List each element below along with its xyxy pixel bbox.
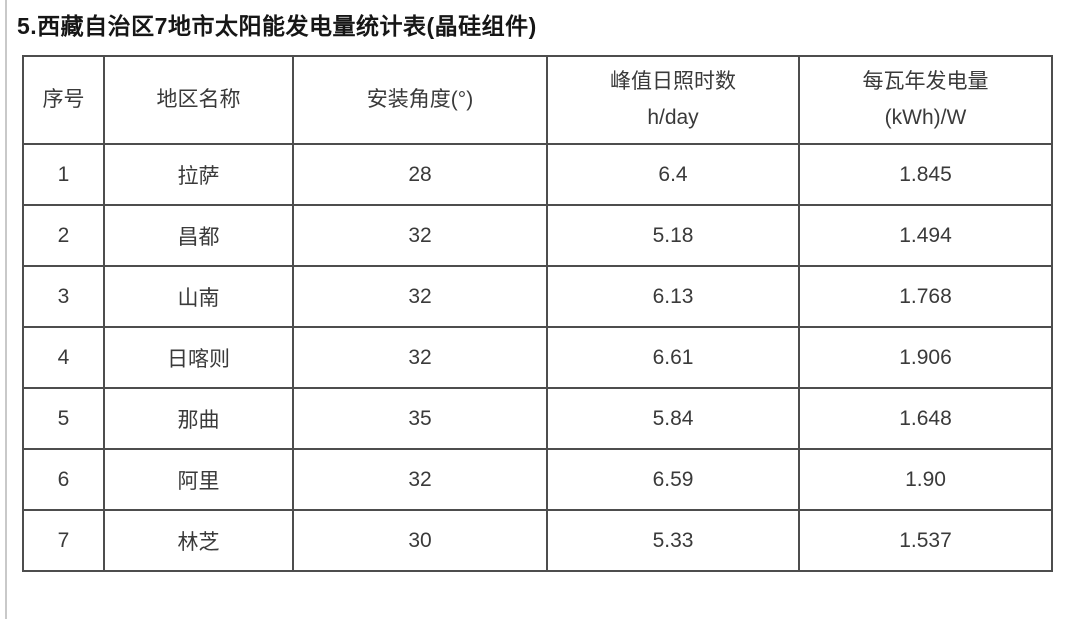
table-row: 2 昌都 32 5.18 1.494 [22, 204, 1053, 267]
cell-angle: 35 [292, 387, 548, 450]
cell-peak-hours: 6.4 [546, 143, 800, 206]
header-region-label: 地区名称 [156, 88, 241, 112]
table-row: 5 那曲 35 5.84 1.648 [22, 387, 1053, 450]
cell-no: 5 [22, 387, 105, 450]
table-row: 3 山南 32 6.13 1.768 [22, 265, 1053, 328]
header-annual-energy-label: 每瓦年发电量 [862, 70, 989, 94]
cell-annual-energy: 1.845 [798, 143, 1053, 206]
cell-angle: 32 [292, 204, 548, 267]
table-row: 6 阿里 32 6.59 1.90 [22, 448, 1053, 511]
cell-no: 2 [22, 204, 105, 267]
cell-no: 4 [22, 326, 105, 389]
cell-annual-energy: 1.537 [798, 509, 1053, 572]
header-annual-energy-unit: (kWh)/W [884, 106, 967, 129]
header-peak-hours-label: 峰值日照时数 [610, 70, 736, 94]
cell-no: 7 [22, 509, 105, 572]
cell-region: 日喀则 [103, 326, 294, 389]
cell-region: 拉萨 [103, 143, 294, 206]
cell-peak-hours: 6.59 [546, 448, 800, 511]
cell-region: 阿里 [103, 448, 294, 511]
cell-peak-hours: 6.13 [546, 265, 800, 328]
header-angle-label: 安装角度(°) [366, 88, 474, 112]
cell-region: 昌都 [103, 204, 294, 267]
cell-angle: 30 [292, 509, 548, 572]
cell-annual-energy: 1.494 [798, 204, 1053, 267]
cell-annual-energy: 1.648 [798, 387, 1053, 450]
table-row: 7 林芝 30 5.33 1.537 [22, 509, 1053, 572]
cell-no: 3 [22, 265, 105, 328]
table-row: 4 日喀则 32 6.61 1.906 [22, 326, 1053, 389]
cell-angle: 32 [292, 448, 548, 511]
page-left-edge-line [5, 0, 7, 619]
cell-no: 6 [22, 448, 105, 511]
cell-annual-energy: 1.906 [798, 326, 1053, 389]
cell-angle: 32 [292, 265, 548, 328]
cell-region: 山南 [103, 265, 294, 328]
header-no-label: 序号 [42, 88, 85, 112]
cell-no: 1 [22, 143, 105, 206]
cell-peak-hours: 5.33 [546, 509, 800, 572]
header-peak-hours-unit: h/day [647, 106, 699, 129]
cell-annual-energy: 1.768 [798, 265, 1053, 328]
solar-stats-table: 序号 地区名称 安装角度(°) 峰值日照时数 h/day 每瓦年发电量 (kWh… [22, 55, 1053, 572]
header-peak-hours: 峰值日照时数 h/day [546, 55, 800, 145]
cell-peak-hours: 6.61 [546, 326, 800, 389]
cell-peak-hours: 5.84 [546, 387, 800, 450]
cell-annual-energy: 1.90 [798, 448, 1053, 511]
cell-region: 林芝 [103, 509, 294, 572]
page-title: 5.西藏自治区7地市太阳能发电量统计表(晶硅组件) [17, 13, 537, 39]
table-row: 1 拉萨 28 6.4 1.845 [22, 143, 1053, 206]
cell-peak-hours: 5.18 [546, 204, 800, 267]
header-annual-energy: 每瓦年发电量 (kWh)/W [798, 55, 1053, 145]
cell-region: 那曲 [103, 387, 294, 450]
header-region: 地区名称 [103, 55, 294, 145]
cell-angle: 28 [292, 143, 548, 206]
header-row: 序号 地区名称 安装角度(°) 峰值日照时数 h/day 每瓦年发电量 (kWh… [22, 55, 1053, 145]
cell-angle: 32 [292, 326, 548, 389]
header-angle: 安装角度(°) [292, 55, 548, 145]
header-no: 序号 [22, 55, 105, 145]
